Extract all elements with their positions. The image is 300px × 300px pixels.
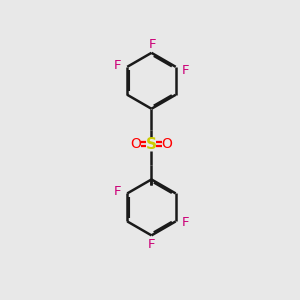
Text: O: O bbox=[131, 137, 142, 151]
Text: F: F bbox=[148, 38, 156, 50]
Text: F: F bbox=[148, 238, 155, 251]
Text: F: F bbox=[114, 185, 121, 199]
Text: F: F bbox=[114, 59, 122, 72]
Text: F: F bbox=[182, 64, 189, 77]
Text: S: S bbox=[146, 136, 157, 152]
Text: F: F bbox=[182, 216, 189, 230]
Text: O: O bbox=[161, 137, 172, 151]
